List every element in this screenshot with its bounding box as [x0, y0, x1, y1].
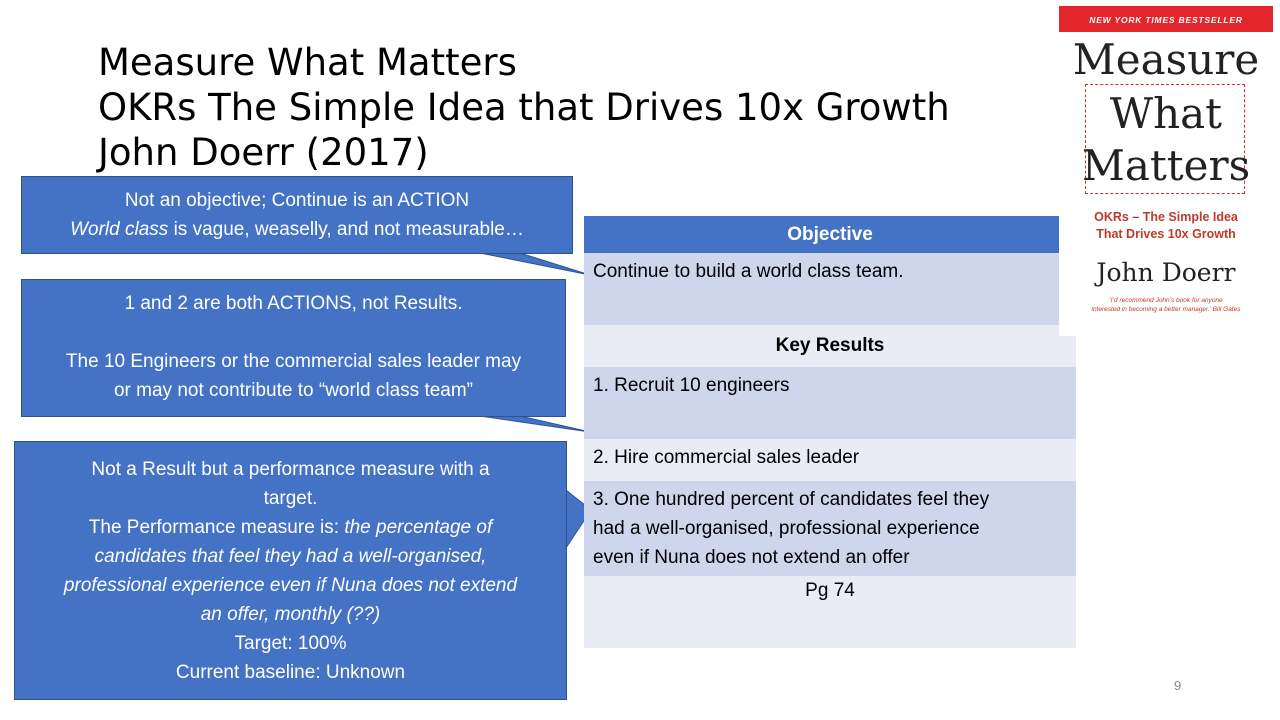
callout3-line-1: Not a Result but a performance measure w…	[91, 459, 490, 480]
title-line-1: Measure What Matters	[98, 41, 517, 84]
callout3-target: Target: 100%	[234, 633, 347, 654]
book-banner: NEW YORK TIMES BESTSELLER	[1059, 6, 1273, 32]
key-result-3-line-1: 3. One hundred percent of candidates fee…	[593, 489, 990, 510]
book-title-frame	[1085, 84, 1245, 194]
callout2-pointer	[479, 415, 591, 433]
key-results-header: Key Results	[584, 325, 1076, 367]
book-author: John Doerr	[1096, 258, 1236, 287]
key-result-3: 3. One hundred percent of candidates fee…	[584, 481, 1076, 576]
callout1-line-2: World class is vague, weaselly, and not …	[22, 215, 572, 244]
book-subtitle-1: OKRs – The Simple Idea	[1094, 210, 1238, 224]
callout2-line-2: The 10 Engineers or the commercial sales…	[65, 351, 522, 372]
callout2-line-3: or may not contribute to “world class te…	[113, 380, 474, 401]
callout3-baseline: Current baseline: Unknown	[175, 662, 406, 683]
book-quote-2: interested in becoming a better manager.…	[1091, 306, 1241, 313]
book-quote-1: ‘I’d recommend John’s book for anyone	[1109, 297, 1223, 304]
callout3-line-6: an offer, monthly (??)	[200, 604, 381, 625]
callout1-rest: is vague, weaselly, and not measurable…	[168, 219, 524, 240]
callout3-line-2: target.	[263, 488, 318, 509]
objective-cell: Continue to build a world class team.	[584, 253, 1076, 325]
callout1-line-1: Not an objective; Continue is an ACTION	[124, 190, 470, 211]
callout1-italic: World class	[70, 219, 169, 240]
callout-performance-measure: Not a Result but a performance measure w…	[14, 441, 567, 700]
title-line-3: John Doerr (2017)	[98, 131, 429, 174]
callout-objective-critique: Not an objective; Continue is an ACTION …	[21, 176, 573, 254]
book-title-word-1: Measure	[1072, 35, 1260, 84]
book-title-word-2: What	[1109, 89, 1223, 138]
callout3-plain: The Performance measure is:	[88, 517, 345, 538]
callout3-italic: the percentage of	[344, 517, 493, 538]
callout3-line-4: candidates that feel they had a well-org…	[94, 546, 487, 567]
callout3-line-3: The Performance measure is: the percenta…	[15, 513, 566, 542]
slide-title: Measure What Matters OKRs The Simple Ide…	[98, 40, 950, 175]
callout2-line-1: 1 and 2 are both ACTIONS, not Results.	[124, 293, 463, 314]
page-reference: Pg 74	[584, 576, 1076, 648]
title-line-2: OKRs The Simple Idea that Drives 10x Gro…	[98, 86, 950, 129]
callout3-line-5: professional experience even if Nuna doe…	[63, 575, 518, 596]
book-cover-image: NEW YORK TIMES BESTSELLER Measure What M…	[1059, 6, 1273, 336]
slide-number: 9	[1174, 678, 1182, 693]
callout-actions-critique: 1 and 2 are both ACTIONS, not Results. T…	[21, 279, 566, 417]
key-result-2: 2. Hire commercial sales leader	[584, 439, 1076, 481]
objective-header: Objective	[584, 216, 1076, 253]
key-result-1: 1. Recruit 10 engineers	[584, 367, 1076, 439]
callout1-pointer	[479, 252, 591, 276]
book-subtitle-2: That Drives 10x Growth	[1096, 227, 1236, 241]
key-result-3-line-2: had a well-organised, professional exper…	[593, 518, 980, 539]
okr-table: Objective Continue to build a world clas…	[584, 216, 1076, 648]
book-title-word-3: Matters	[1081, 141, 1251, 190]
key-result-3-line-3: even if Nuna does not extend an offer	[593, 547, 910, 568]
